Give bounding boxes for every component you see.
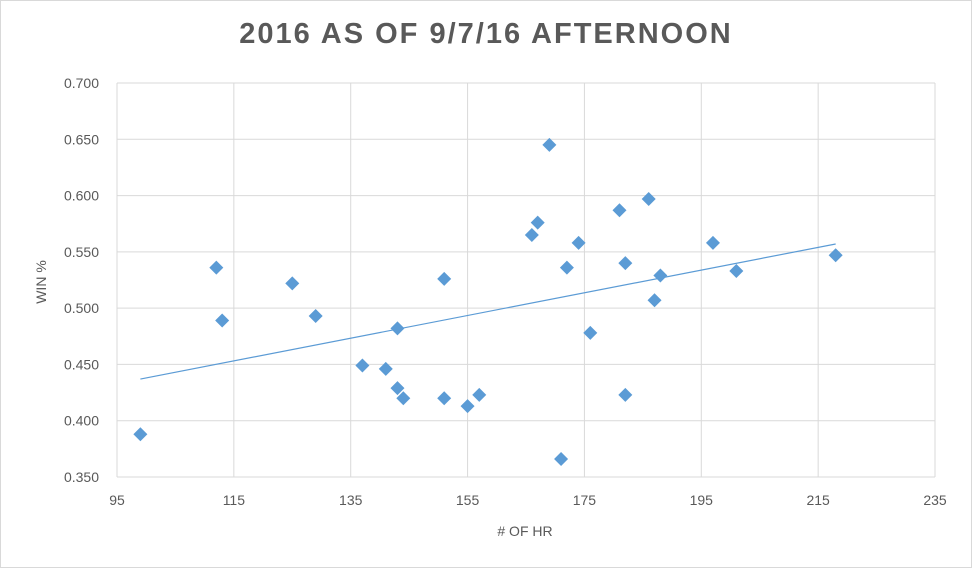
data-point [209, 260, 224, 275]
data-point [653, 268, 668, 283]
data-point [378, 361, 393, 376]
trendline-group [140, 243, 836, 380]
data-point [460, 399, 475, 414]
x-tick-label: 115 [223, 492, 246, 508]
y-tick-label: 0.450 [64, 356, 99, 372]
y-tick-label: 0.350 [64, 469, 99, 485]
data-point [618, 256, 633, 271]
data-point [828, 248, 843, 263]
y-tick-label: 0.550 [64, 244, 99, 260]
y-tick-label: 0.700 [64, 75, 99, 91]
data-point [641, 191, 656, 206]
x-axis-ticks: 95 115 135 155 175 195 215 235 [109, 492, 947, 508]
y-axis-ticks: 0.350 0.400 0.450 0.500 0.550 0.600 0.650 0.700 [64, 75, 99, 485]
data-point [133, 427, 148, 442]
data-point [355, 358, 370, 373]
x-axis-title: # OF HR [497, 523, 552, 539]
data-point [396, 391, 411, 406]
data-point [612, 203, 627, 218]
y-tick-label: 0.500 [64, 300, 99, 316]
data-point [437, 391, 452, 406]
data-point [618, 387, 633, 402]
data-point [308, 309, 323, 324]
data-point [729, 263, 744, 278]
data-point [215, 313, 230, 328]
x-tick-label: 95 [109, 492, 125, 508]
y-tick-label: 0.600 [64, 188, 99, 204]
y-tick-label: 0.650 [64, 131, 99, 147]
y-tick-label: 0.400 [64, 413, 99, 429]
data-point [559, 260, 574, 275]
data-points [133, 137, 843, 466]
data-point [583, 325, 598, 340]
data-point [647, 293, 662, 308]
x-tick-label: 215 [806, 492, 830, 508]
x-tick-label: 235 [923, 492, 947, 508]
x-tick-label: 175 [573, 492, 597, 508]
gridlines [116, 82, 936, 478]
data-point [530, 215, 545, 230]
data-point [524, 227, 539, 242]
data-point [554, 451, 569, 466]
data-point [285, 276, 300, 291]
y-axis-title: WIN % [33, 260, 49, 304]
data-point [437, 271, 452, 286]
data-point [390, 381, 405, 396]
x-tick-label: 195 [690, 492, 714, 508]
data-point [705, 235, 720, 250]
data-point [390, 321, 405, 336]
data-point [571, 235, 586, 250]
data-point [542, 137, 557, 152]
x-tick-label: 135 [339, 492, 363, 508]
chart-title: 2016 AS OF 9/7/16 AFTERNOON [239, 18, 733, 50]
data-point [472, 387, 487, 402]
trendline [140, 243, 836, 380]
x-tick-label: 155 [456, 492, 480, 508]
